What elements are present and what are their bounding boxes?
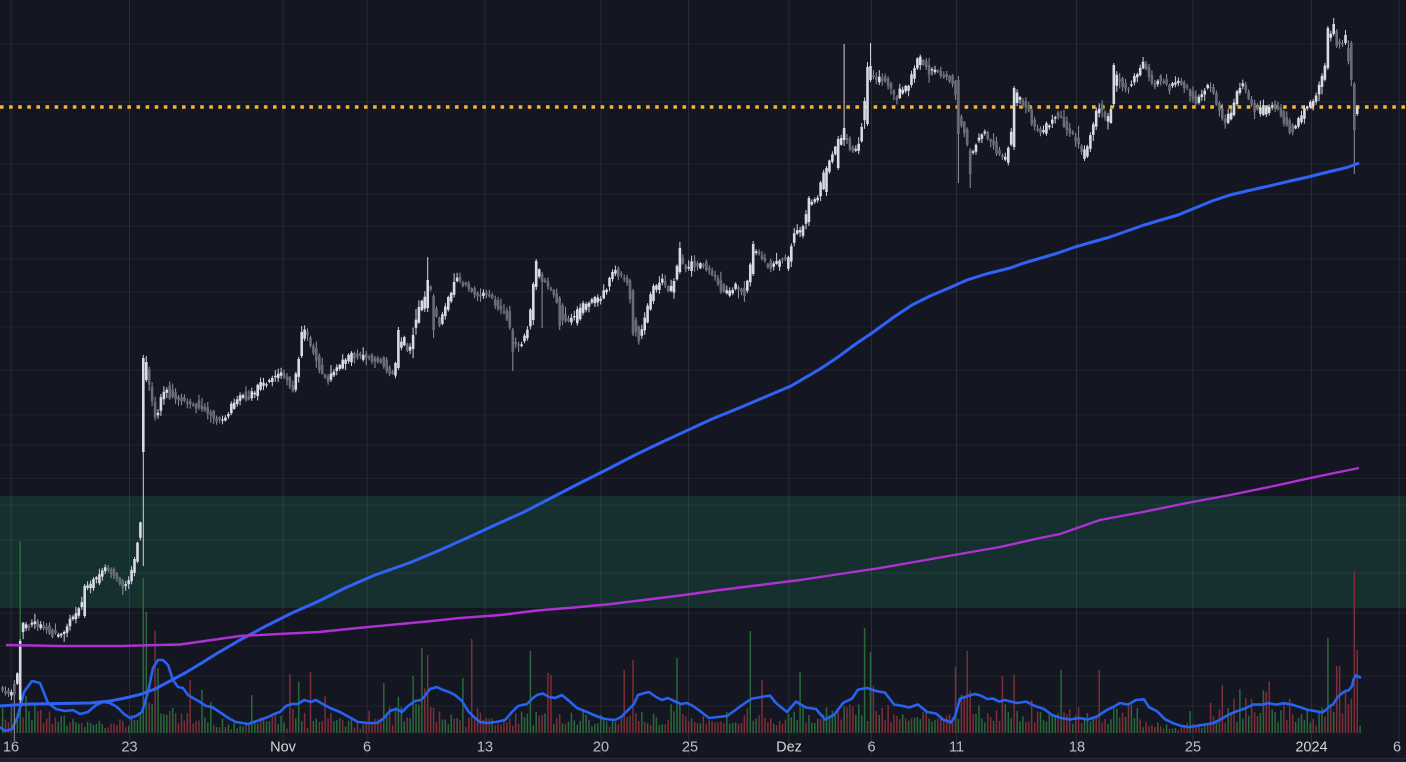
svg-text:6: 6 [363,740,371,756]
svg-text:25: 25 [1185,740,1201,756]
svg-text:Dez: Dez [776,740,802,756]
svg-text:13: 13 [477,740,493,756]
svg-text:16: 16 [3,740,19,756]
svg-text:6: 6 [867,740,875,756]
svg-text:25: 25 [682,740,698,756]
svg-text:11: 11 [949,740,964,756]
svg-text:23: 23 [121,740,137,756]
svg-text:Nov: Nov [270,740,297,756]
svg-text:2024: 2024 [1295,740,1327,756]
svg-text:18: 18 [1069,740,1085,756]
svg-text:6: 6 [1393,740,1401,756]
svg-text:20: 20 [593,740,609,756]
